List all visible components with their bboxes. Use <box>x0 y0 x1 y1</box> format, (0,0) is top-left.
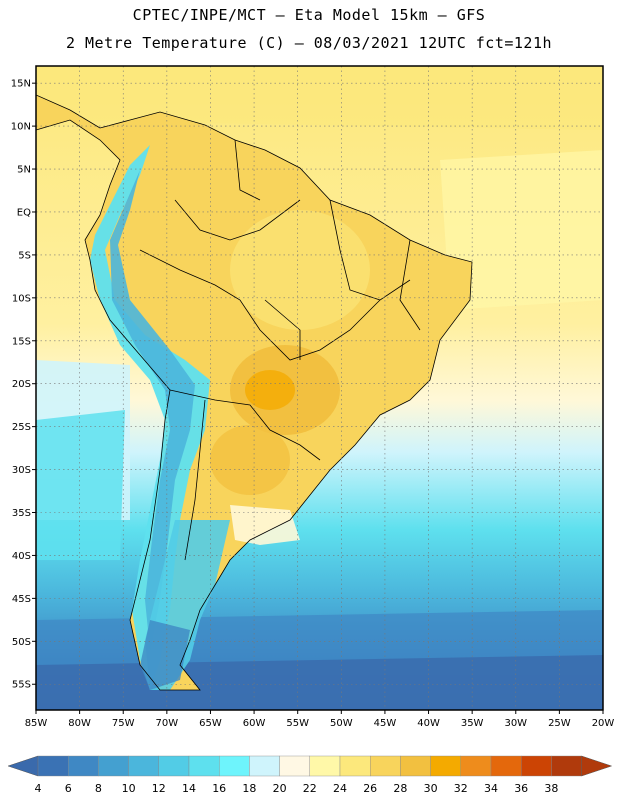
colorbar-swatch <box>249 755 280 777</box>
colorbar-label: 38 <box>544 782 558 795</box>
colorbar-label: 24 <box>333 782 347 795</box>
lon-tick-label: 65W <box>199 718 222 729</box>
colorbar-label: 18 <box>242 782 256 795</box>
colorbar-swatch <box>98 755 129 777</box>
lat-tick-label: 45S <box>12 594 31 605</box>
colorbar-label: 12 <box>152 782 166 795</box>
title-line-2: 2 Metre Temperature (C) – 08/03/2021 12U… <box>65 34 553 52</box>
lon-tick-label: 45W <box>374 718 397 729</box>
colorbar-label: 16 <box>212 782 226 795</box>
colorbar-label: 6 <box>65 782 72 795</box>
colorbar-label: 4 <box>35 782 42 795</box>
lat-tick-label: 25S <box>12 422 31 433</box>
lon-tick-label: 30W <box>504 718 527 729</box>
lat-tick-label: EQ <box>17 207 31 218</box>
colorbar-swatch <box>551 755 582 777</box>
lon-tick-label: 80W <box>68 718 91 729</box>
colorbar-swatch <box>339 755 371 777</box>
colorbar-swatch <box>370 755 401 777</box>
colorbar-label: 32 <box>454 782 468 795</box>
lon-tick-label: 50W <box>330 718 353 729</box>
map-plot-area <box>36 66 603 710</box>
lon-tick-label: 60W <box>243 718 266 729</box>
colorbar-swatch <box>37 755 69 777</box>
lat-tick-label: 20S <box>12 379 31 390</box>
lon-tick-label: 85W <box>25 718 48 729</box>
lon-tick-label: 20W <box>592 718 615 729</box>
lat-tick-label: 10N <box>11 122 31 133</box>
lat-tick-label: 40S <box>12 551 31 562</box>
lat-tick-label: 15S <box>12 336 31 347</box>
lat-tick-label: 15N <box>11 79 31 90</box>
lat-tick-label: 5S <box>18 250 31 261</box>
lat-tick-label: 50S <box>12 637 31 648</box>
lon-tick-label: 40W <box>417 718 440 729</box>
lon-tick-label: 70W <box>156 718 179 729</box>
colorbar-label: 34 <box>484 782 498 795</box>
colorbar-swatch <box>460 755 492 777</box>
latitude-labels: 15N 10N 5N EQ 5S 10S 15S 20S 25S 30S 35S 40S 45S 50S 5… <box>11 79 36 691</box>
colorbar-swatch <box>400 755 431 777</box>
colorbar: 4 6 8 10 12 14 16 18 20 22 24 26 28 30 32 34 36 38 <box>7 755 613 795</box>
colorbar-swatch <box>490 755 522 777</box>
longitude-labels: 85W 80W 75W 70W 65W 60W 55W 50W 45W 40W 35W 30W 25W 2… <box>25 710 615 729</box>
colorbar-label: 26 <box>363 782 377 795</box>
colorbar-swatch <box>158 755 190 777</box>
colorbar-swatch <box>128 755 160 777</box>
colorbar-label: 30 <box>424 782 438 795</box>
lat-tick-label: 35S <box>12 508 31 519</box>
lat-tick-label: 10S <box>12 293 31 304</box>
map-border <box>35 65 604 711</box>
colorbar-right-arrow <box>581 755 613 777</box>
lat-tick-label: 5N <box>17 165 31 176</box>
colorbar-swatch <box>188 755 220 777</box>
colorbar-label: 8 <box>95 782 102 795</box>
colorbar-swatch <box>309 755 341 777</box>
colorbar-label: 10 <box>122 782 136 795</box>
lat-tick-label: 55S <box>12 680 31 691</box>
colorbar-label: 28 <box>393 782 407 795</box>
lon-tick-label: 75W <box>112 718 135 729</box>
colorbar-swatch <box>430 755 462 777</box>
lon-tick-label: 25W <box>548 718 571 729</box>
title-line-1: CPTEC/INPE/MCT – Eta Model 15km – GFS <box>132 6 486 24</box>
colorbar-swatch <box>279 755 311 777</box>
colorbar-left-arrow <box>7 755 39 777</box>
colorbar-swatch <box>521 755 552 777</box>
grid-lines <box>36 66 603 710</box>
country-borders <box>36 94 473 691</box>
colorbar-label: 22 <box>303 782 317 795</box>
lon-tick-label: 55W <box>286 718 309 729</box>
colorbar-label: 36 <box>514 782 528 795</box>
colorbar-swatch <box>218 755 250 777</box>
colorbar-label: 20 <box>273 782 287 795</box>
colorbar-swatch <box>67 755 99 777</box>
lon-tick-label: 35W <box>461 718 484 729</box>
lat-tick-label: 30S <box>12 465 31 476</box>
colorbar-label: 14 <box>182 782 196 795</box>
